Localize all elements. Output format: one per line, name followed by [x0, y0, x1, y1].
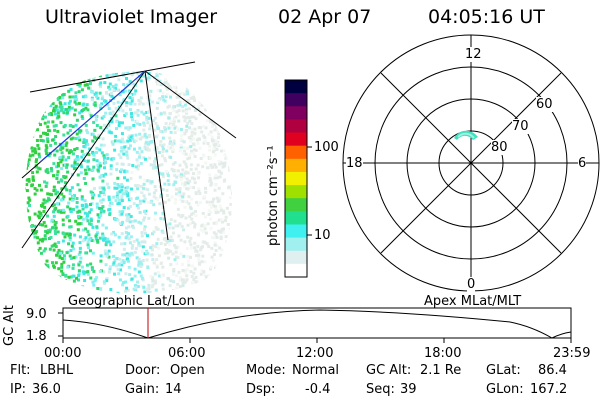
filter-label: Flt: [10, 363, 31, 378]
gc-alt-value: 2.1 Re [420, 363, 462, 378]
mode-value: Normal [292, 363, 340, 378]
colorbar-tick-10: 10 [314, 228, 331, 243]
mlt-label-0: 0 [467, 277, 476, 292]
gain-value: 14 [165, 382, 182, 397]
time-label: 04:05:16 UT [428, 6, 545, 28]
glon-label: GLon: [486, 382, 524, 397]
lat-label-70: 70 [512, 119, 529, 134]
gc-alt-label: GC Alt: [366, 363, 412, 378]
timeline-xtick-0600: 06:00 [168, 346, 206, 361]
ip-label: IP: [10, 382, 27, 397]
dsp-value: -0.4 [305, 382, 331, 397]
date-label: 02 Apr 07 [278, 6, 372, 28]
timeline-ytick-9: 9.0 [26, 307, 47, 322]
glon-value: 167.2 [530, 382, 568, 397]
aurora-patch [454, 130, 478, 140]
mlt-label-18: 18 [346, 156, 363, 171]
glat-value: 86.4 [538, 363, 567, 378]
dsp-label: Dsp: [246, 382, 276, 397]
timeline-ytick-1-8: 1.8 [26, 329, 47, 344]
door-label: Door: [125, 363, 161, 378]
gain-label: Gain: [125, 382, 160, 397]
timeline-xtick-0000: 00:00 [44, 346, 82, 361]
mode-label: Mode: [246, 363, 286, 378]
mlt-label-12: 12 [465, 47, 482, 62]
instrument-title: Ultraviolet Imager [45, 6, 218, 28]
timeline-xtick-2359: 23:59 [553, 346, 591, 361]
seq-value: 39 [400, 382, 417, 397]
glat-label: GLat: [486, 363, 521, 378]
timeline-xtick-1200: 12:00 [296, 346, 334, 361]
timeline-right-label: Apex MLat/MLT [424, 294, 522, 309]
ip-value: 36.0 [32, 382, 61, 397]
lat-label-80: 80 [491, 140, 508, 155]
lat-label-60: 60 [536, 97, 553, 112]
timeline-left-label: Geographic Lat/Lon [68, 294, 195, 309]
timeline-xtick-1800: 18:00 [424, 346, 462, 361]
colorbar-tick-100: 100 [314, 140, 339, 155]
seq-label: Seq: [366, 382, 395, 397]
mlt-label-6: 6 [578, 156, 587, 171]
door-value: Open [170, 363, 205, 378]
filter-value: LBHL [40, 363, 74, 378]
